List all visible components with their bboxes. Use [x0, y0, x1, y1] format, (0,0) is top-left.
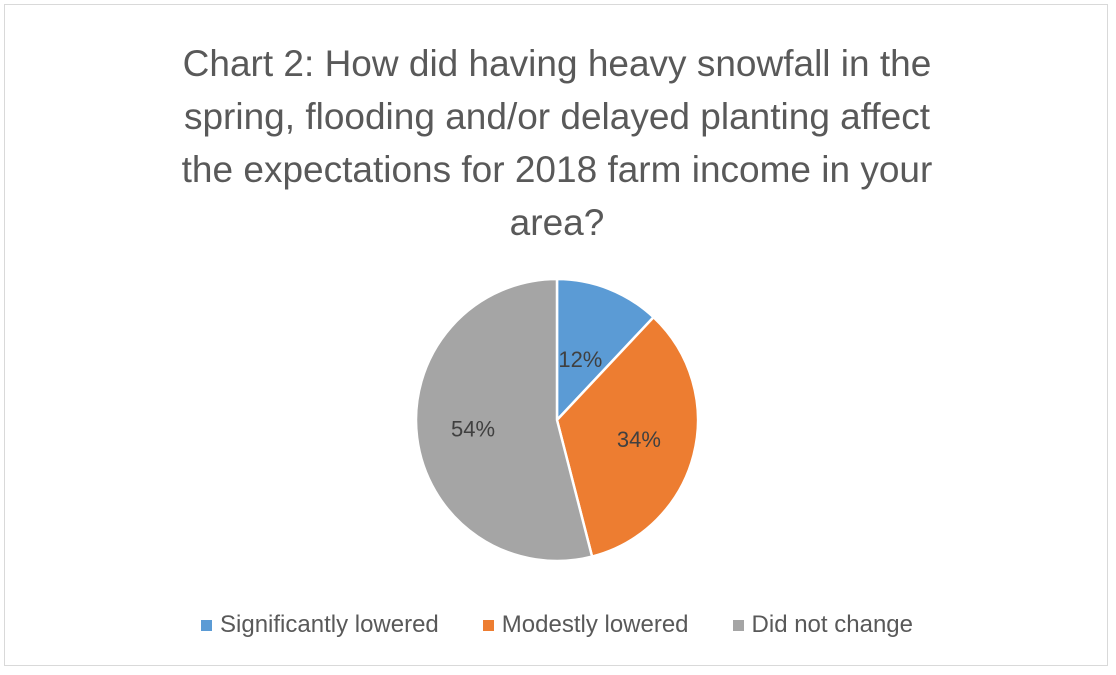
legend-swatch-did-not-change	[732, 619, 744, 631]
legend-item-significantly-lowered: Significantly lowered	[201, 611, 439, 639]
legend-item-did-not-change: Did not change	[732, 611, 913, 639]
pie-slice-significantly-lowered	[555, 277, 655, 422]
chart-area: Chart 2: How did having heavy snowfall i…	[4, 4, 1108, 666]
legend-swatch-modestly-lowered	[482, 619, 494, 631]
legend-label-significantly-lowered: Significantly lowered	[220, 611, 439, 638]
pie-chart: 12% 34% 54%	[414, 277, 700, 563]
chart-title: Chart 2: How did having heavy snowfall i…	[105, 37, 1009, 249]
data-label-significantly-lowered: 12%	[558, 347, 602, 372]
pie-slice-modestly-lowered	[555, 315, 700, 558]
legend: Significantly lowered Modestly lowered D…	[5, 608, 1109, 642]
legend-swatch-significantly-lowered	[201, 619, 212, 631]
legend-label-did-not-change: Did not change	[751, 611, 913, 638]
legend-item-modestly-lowered: Modestly lowered	[482, 611, 689, 639]
legend-label-modestly-lowered: Modestly lowered	[501, 611, 689, 638]
chart-title-line-4: area?	[509, 202, 605, 243]
pie-slice-did-not-change	[414, 277, 594, 563]
data-label-did-not-change: 54%	[451, 416, 495, 441]
chart-title-line-3: the expectations for 2018 farm income in…	[181, 149, 933, 190]
data-label-modestly-lowered: 34%	[617, 427, 661, 452]
chart-title-line-1: Chart 2: How did having heavy snowfall i…	[182, 43, 932, 84]
chart-title-line-2: spring, flooding and/or delayed planting…	[183, 96, 931, 137]
